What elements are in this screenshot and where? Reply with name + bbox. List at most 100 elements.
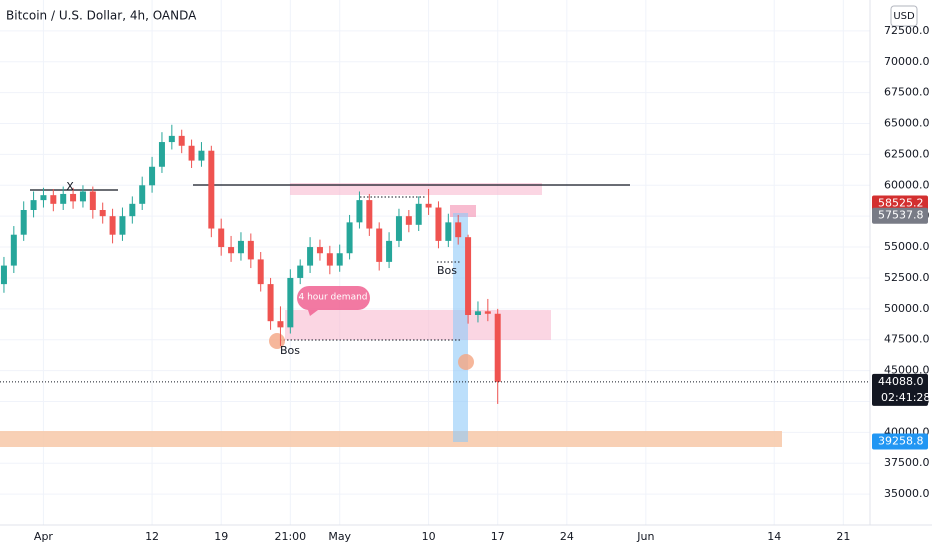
candle-body xyxy=(20,210,27,235)
candle-body xyxy=(277,321,284,328)
candle-body xyxy=(119,216,126,235)
countdown: 02:41:28 xyxy=(881,391,930,404)
candle-body xyxy=(79,191,86,202)
x-tick-label: 21 xyxy=(836,530,850,543)
marker xyxy=(269,333,285,349)
candle-body xyxy=(465,237,472,315)
candle-body xyxy=(178,135,185,146)
candle-body xyxy=(474,311,481,315)
candle-body xyxy=(346,222,353,254)
price-label: 58525.2 xyxy=(878,197,924,210)
candle-body xyxy=(445,222,452,241)
y-tick-label: 55000.0 xyxy=(884,240,930,253)
price-badge xyxy=(872,433,928,450)
y-tick-label: 45000.0 xyxy=(884,364,930,377)
currency: USD xyxy=(893,11,915,22)
candle-body xyxy=(99,210,106,217)
candle-body xyxy=(307,247,314,266)
candle-body xyxy=(89,191,96,210)
axes: 35000.037500.040000.042500.045000.047500… xyxy=(34,24,930,543)
price-label: 39258.8 xyxy=(878,435,924,448)
candle-body xyxy=(376,228,383,262)
x-tick-label: 17 xyxy=(491,530,505,543)
y-tick-label: 65000.0 xyxy=(884,117,930,130)
y-tick-label: 47500.0 xyxy=(884,333,930,346)
x-tick-label: 24 xyxy=(560,530,574,543)
candle-body xyxy=(237,240,244,254)
candle-body xyxy=(267,284,274,322)
currency-badge[interactable] xyxy=(890,5,918,27)
candle-body xyxy=(484,311,491,314)
candle-body xyxy=(326,253,333,266)
candle-body xyxy=(10,234,17,266)
candle-body xyxy=(40,195,47,201)
candle-body xyxy=(188,145,195,161)
candle-body xyxy=(168,135,175,143)
demand-zone xyxy=(285,310,551,340)
x-tick-label: 19 xyxy=(214,530,228,543)
candle-body xyxy=(425,203,432,208)
candle-body xyxy=(257,259,264,285)
y-tick-label: 72500.0 xyxy=(884,24,930,37)
y-tick-label: 70000.0 xyxy=(884,55,930,68)
annotation: Bos xyxy=(280,344,300,357)
candle-body xyxy=(494,313,501,382)
y-tick-label: 62500.0 xyxy=(884,147,930,160)
range xyxy=(453,213,468,442)
marker xyxy=(458,354,474,370)
chart-title: Bitcoin / U.S. Dollar, 4h, OANDA xyxy=(6,9,197,23)
candle-body xyxy=(109,216,116,235)
x-tick-label: Apr xyxy=(34,530,54,543)
candle-body xyxy=(70,193,77,202)
zone xyxy=(0,431,782,447)
y-tick-label: 37500.0 xyxy=(884,456,930,469)
annotation: Bos xyxy=(437,264,457,277)
candle-body xyxy=(395,216,402,241)
candle-body xyxy=(356,200,363,223)
price-label: 57537.8 xyxy=(878,209,924,222)
price-badge xyxy=(872,373,928,406)
callout xyxy=(296,286,370,316)
y-tick-label: 67500.0 xyxy=(884,86,930,99)
candle-body xyxy=(139,185,146,204)
candles xyxy=(0,124,870,404)
price-label: 44088.0 xyxy=(878,375,924,388)
candle-body xyxy=(336,253,343,266)
x-tick-label: 14 xyxy=(767,530,781,543)
y-tick-label: 60000.0 xyxy=(884,178,930,191)
candle-body xyxy=(287,277,294,328)
annotation: X xyxy=(66,180,74,193)
price-badge xyxy=(872,195,928,212)
candle-body xyxy=(316,247,323,254)
y-tick-label: 50000.0 xyxy=(884,302,930,315)
candle-body xyxy=(30,200,37,210)
candle-body xyxy=(50,195,57,204)
x-tick-label: 10 xyxy=(422,530,436,543)
y-tick-label: 52500.0 xyxy=(884,271,930,284)
x-tick-label: 21:00 xyxy=(274,530,306,543)
candle-body xyxy=(247,240,254,260)
candle-body xyxy=(198,150,205,161)
drawings xyxy=(0,183,782,447)
candle-body xyxy=(455,222,462,238)
candle-body xyxy=(228,247,235,254)
candle-body xyxy=(218,228,225,248)
candle-body xyxy=(386,240,393,262)
candle-body xyxy=(208,150,215,229)
annotation: 4 hour demand xyxy=(298,293,367,303)
candle-body xyxy=(149,166,156,186)
price-badge xyxy=(872,207,928,224)
candle-body xyxy=(60,193,67,204)
candle-body xyxy=(405,216,412,225)
candle-body xyxy=(0,265,7,285)
candle-body xyxy=(415,203,422,225)
candle-body xyxy=(129,203,136,217)
x-tick-label: May xyxy=(328,530,351,543)
x-tick-label: 12 xyxy=(145,530,159,543)
x-tick-label: Jun xyxy=(636,530,654,543)
candle-body xyxy=(158,142,165,167)
candle-body xyxy=(435,207,442,241)
y-tick-label: 35000.0 xyxy=(884,487,930,500)
supply-zone xyxy=(290,183,542,195)
